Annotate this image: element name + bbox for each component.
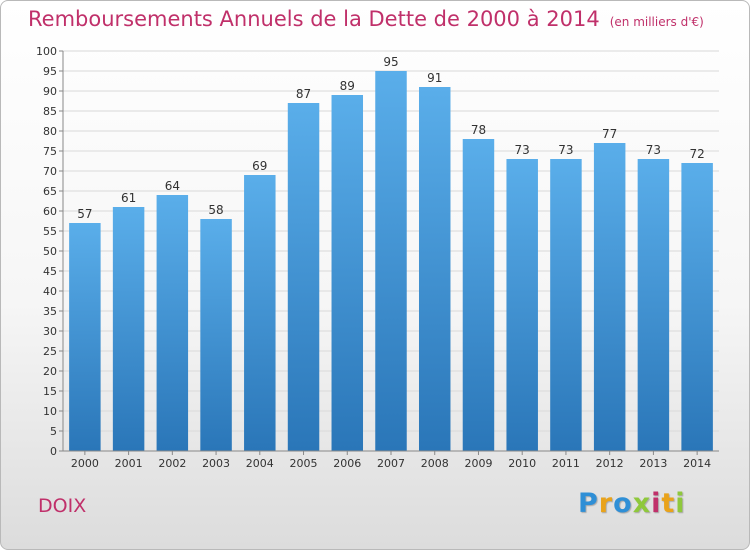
bar-2005 [287,103,320,451]
axes [62,51,719,452]
bar-2010 [506,159,538,451]
x-tick-label: 2006 [333,457,361,470]
y-tick-label: 0 [50,445,57,458]
bar-2004 [244,175,276,451]
data-label-2004: 69 [252,159,267,173]
proxiti-logo: Proxiti [578,488,686,519]
bar-2012 [593,143,626,451]
y-tick-label: 75 [43,145,57,158]
data-label-2009: 78 [471,123,486,137]
x-tick-label: 2005 [290,457,318,470]
bar-2009 [462,139,495,451]
bar-2014 [681,163,713,451]
y-tick-label: 15 [43,385,57,398]
bar-2001 [112,207,145,451]
data-label-2014: 72 [689,147,704,161]
y-tick-label: 95 [43,65,57,78]
chart-title: Remboursements Annuels de la Dette de 20… [28,7,704,31]
y-tick-label: 85 [43,105,57,118]
y-tick-label: 60 [43,205,57,218]
data-label-2012: 77 [602,127,617,141]
x-tick-label: 2009 [464,457,492,470]
x-tick-label: 2004 [246,457,274,470]
x-tick-label: 2000 [71,457,99,470]
bar-2008 [418,87,451,451]
data-label-2006: 89 [340,79,355,93]
data-label-2001: 61 [121,191,136,205]
data-label-2011: 73 [558,143,573,157]
x-tick-label: 2002 [158,457,186,470]
bars: 57 61 64 58 69 87 89 95 91 78 73 73 77 73 72 [69,55,713,451]
y-tick-label: 70 [43,165,57,178]
logo-letter: o [613,488,633,519]
x-tick-label: 2007 [377,457,405,470]
data-label-2013: 73 [646,143,661,157]
y-tick-label: 20 [43,365,57,378]
data-label-2000: 57 [77,207,92,221]
x-tick-label: 2008 [421,457,449,470]
y-tick-label: 40 [43,285,57,298]
commune-name: DOIX [38,495,87,517]
data-label-2003: 58 [208,203,223,217]
x-tick-label: 2013 [639,457,667,470]
data-label-2008: 91 [427,71,442,85]
y-axis-ticks: 0 5 10 15 20 25 30 35 40 45 50 55 60 65 70 75 80 85 90 95 10… [36,45,63,458]
y-tick-label: 35 [43,305,57,318]
y-tick-label: 5 [50,425,57,438]
x-tick-label: 2003 [202,457,230,470]
data-label-2007: 95 [383,55,398,69]
y-tick-label: 65 [43,185,57,198]
y-tick-label: 50 [43,245,57,258]
logo-letter: r [598,488,614,519]
y-tick-label: 30 [43,325,57,338]
x-tick-label: 2011 [552,457,580,470]
logo-letter: i [651,488,662,519]
bar-2000 [69,223,101,451]
x-tick-label: 2001 [115,457,143,470]
x-axis-ticks: 2000 2001 2002 2003 2004 2005 2006 2007 2008 2009… [71,451,711,470]
bar-2002 [156,195,189,451]
chart-unit: (en milliers d'€) [609,15,704,29]
logo-letter: P [578,488,599,519]
data-label-2002: 64 [165,179,180,193]
bar-2013 [637,159,670,451]
y-tick-label: 100 [36,45,57,58]
y-tick-label: 90 [43,85,57,98]
y-tick-label: 45 [43,265,57,278]
x-tick-label: 2012 [596,457,624,470]
x-tick-label: 2014 [683,457,711,470]
y-tick-label: 10 [43,405,57,418]
x-tick-label: 2010 [508,457,536,470]
bar-2007 [375,71,407,451]
bar-2011 [550,159,582,451]
bar-2003 [200,219,232,451]
y-tick-label: 25 [43,345,57,358]
chart-title-text: Remboursements Annuels de la Dette de 20… [28,7,600,31]
logo-letter: x [632,488,652,519]
y-tick-label: 80 [43,125,57,138]
y-tick-label: 55 [43,225,57,238]
data-label-2010: 73 [515,143,530,157]
data-label-2005: 87 [296,87,311,101]
logo-letter: i [675,488,686,519]
logo-letter: t [661,488,676,519]
bar-2006 [331,95,364,451]
